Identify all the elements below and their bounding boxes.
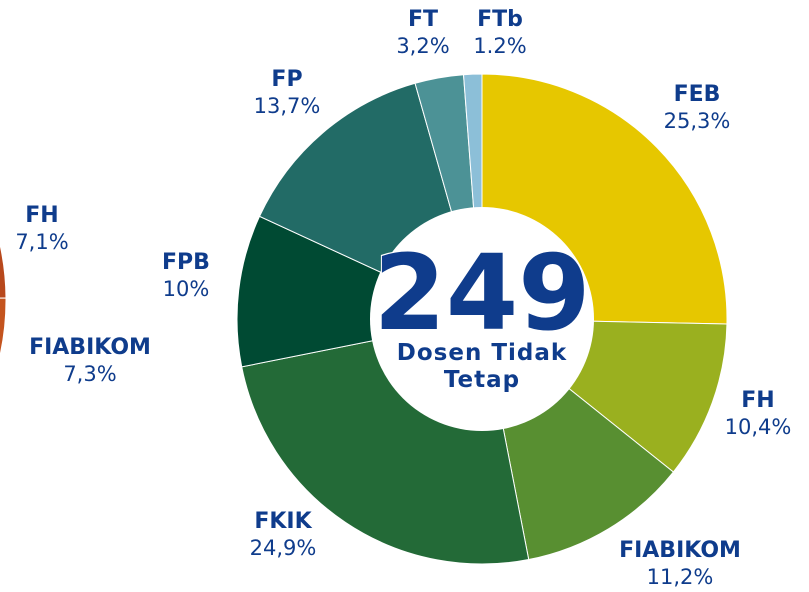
segment-name: FH	[25, 203, 58, 228]
segment-name: FEB	[674, 82, 721, 107]
segment-value: 3,2%	[396, 34, 449, 58]
center-total: 249	[373, 232, 591, 354]
segment-name: FKIK	[254, 509, 312, 534]
segment-value: 25,3%	[664, 109, 731, 133]
segment-value: 11,2%	[647, 565, 714, 589]
segment-value: 13,7%	[254, 94, 321, 118]
segment-name: FTb	[477, 7, 523, 32]
segment-value: 24,9%	[250, 536, 317, 560]
segment-name: FH	[741, 388, 774, 413]
donut-hole	[370, 207, 594, 431]
segment-name: FP	[271, 67, 302, 92]
segment-name: FT	[408, 7, 438, 32]
center-label: Dosen Tidak Tetap	[396, 340, 568, 393]
segment-name: FIABIKOM	[29, 335, 151, 360]
segment-value: 7,3%	[63, 362, 116, 386]
pie-segment	[0, 242, 7, 299]
segment-value: 10,4%	[725, 415, 792, 439]
segment-value: 10%	[163, 277, 210, 301]
segment-value: 7,1%	[15, 230, 68, 254]
segment-name: FIABIKOM	[619, 538, 741, 563]
segment-value: 1.2%	[473, 34, 526, 58]
pie-segment	[0, 297, 7, 358]
segment-name: FPB	[162, 250, 210, 275]
